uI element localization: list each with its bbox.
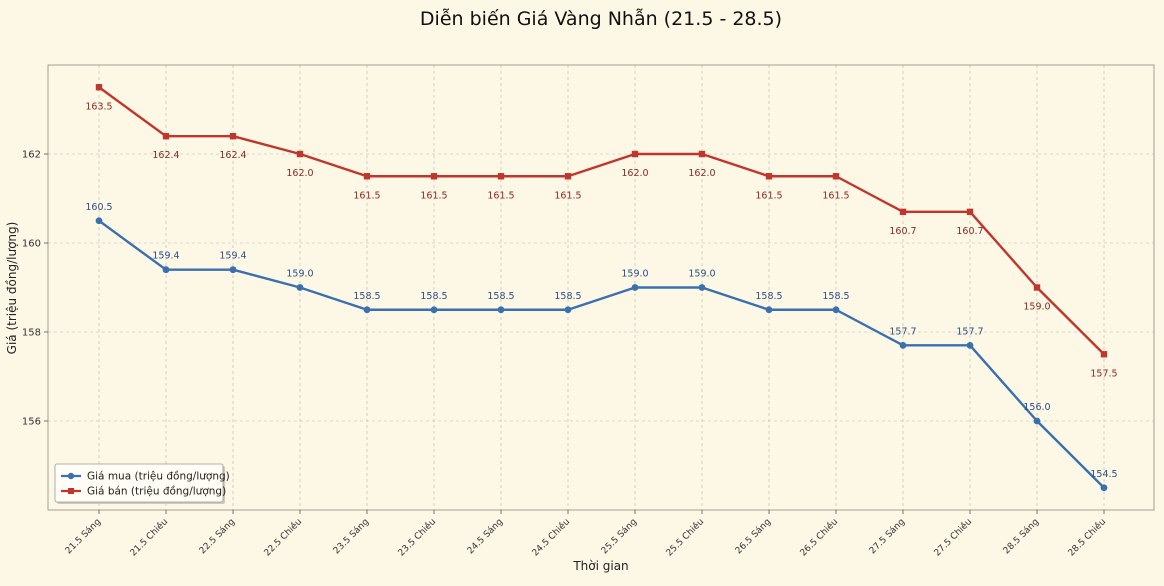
data-point-buy — [296, 284, 304, 291]
data-labels: 160.5 159.4 159.4 159.0 158.5 158.5 158.5 158.5… — [85, 101, 1117, 480]
data-point-buy — [765, 306, 773, 314]
y-tick-label: 156 — [22, 417, 41, 428]
data-point-sell — [229, 133, 237, 140]
data-point-buy — [631, 284, 639, 291]
data-point-sell — [631, 150, 639, 158]
data-point-buy — [95, 217, 103, 225]
data-point-sell — [899, 208, 907, 216]
y-axis-label: Giá (triệu đồng/lượng) — [5, 222, 19, 355]
legend-label-buy: Giá mua (triệu đồng/lượng) — [87, 471, 230, 483]
data-label-sell: 160.7 — [889, 226, 916, 237]
data-label-buy: 158.5 — [755, 291, 782, 302]
data-point-buy — [1033, 417, 1041, 425]
data-point-buy — [832, 306, 840, 314]
data-label-sell: 161.5 — [487, 190, 514, 201]
data-label-buy: 159.0 — [688, 269, 715, 280]
data-label-sell: 162.0 — [688, 168, 715, 179]
legend-marker-sell — [68, 488, 74, 494]
data-label-buy: 156.0 — [1023, 402, 1050, 413]
series-line-buy — [98, 219, 1105, 489]
legend-marker-buy — [67, 472, 75, 480]
plot-frame — [47, 64, 1155, 511]
data-label-sell: 162.4 — [152, 150, 179, 161]
y-tick-label: 158 — [22, 328, 41, 339]
data-point-sell — [698, 150, 706, 158]
data-label-buy: 159.4 — [219, 251, 246, 262]
data-label-sell: 162.0 — [286, 168, 313, 179]
data-point-sell — [1033, 284, 1041, 291]
data-label-sell: 157.5 — [1090, 368, 1117, 379]
series-layer — [95, 84, 1108, 492]
y-tick-label: 160 — [22, 239, 41, 250]
data-point-buy — [430, 306, 438, 314]
data-label-buy: 158.5 — [487, 291, 514, 302]
data-point-sell — [95, 84, 103, 91]
data-label-buy: 159.0 — [286, 269, 313, 280]
data-label-sell: 162.4 — [219, 150, 246, 161]
data-point-sell — [564, 173, 572, 180]
data-label-sell: 161.5 — [554, 190, 581, 201]
series-line-sell — [98, 86, 1105, 356]
data-label-buy: 158.5 — [420, 291, 447, 302]
data-point-sell — [363, 173, 371, 180]
data-point-sell — [1100, 351, 1108, 358]
data-label-buy: 158.5 — [554, 291, 581, 302]
data-point-buy — [966, 341, 974, 349]
data-point-buy — [1100, 484, 1108, 492]
data-label-buy: 157.7 — [956, 326, 983, 337]
data-label-sell: 161.5 — [420, 190, 447, 201]
data-label-sell: 161.5 — [353, 190, 380, 201]
data-point-sell — [296, 150, 304, 158]
data-label-buy: 157.7 — [889, 326, 916, 337]
data-label-sell: 161.5 — [822, 190, 849, 201]
data-label-sell: 159.0 — [1023, 302, 1050, 313]
data-label-sell: 161.5 — [755, 190, 782, 201]
legend-label-sell: Giá bán (triệu đồng/lượng) — [87, 486, 226, 498]
data-point-sell — [966, 208, 974, 216]
data-point-buy — [162, 266, 170, 274]
y-tick-label: 162 — [22, 150, 41, 161]
data-label-buy: 158.5 — [353, 291, 380, 302]
data-point-buy — [229, 266, 237, 274]
data-label-sell: 160.7 — [956, 226, 983, 237]
legend: Giá mua (triệu đồng/lượng) Giá bán (triệu… — [54, 463, 230, 504]
x-axis-label: Thời gian — [572, 559, 628, 573]
data-label-buy: 158.5 — [822, 291, 849, 302]
data-label-buy: 159.0 — [621, 269, 648, 280]
data-point-buy — [497, 306, 505, 314]
data-point-sell — [765, 173, 773, 180]
data-point-buy — [698, 284, 706, 291]
chart-title: Diễn biến Giá Vàng Nhẫn (21.5 - 28.5) — [420, 7, 782, 30]
data-label-sell: 162.0 — [621, 168, 648, 179]
data-point-sell — [832, 173, 840, 180]
data-point-sell — [497, 173, 505, 180]
data-point-sell — [162, 133, 170, 140]
data-label-buy: 159.4 — [152, 251, 179, 262]
data-label-sell: 163.5 — [85, 101, 112, 112]
data-point-buy — [363, 306, 371, 314]
data-label-buy: 154.5 — [1090, 469, 1117, 480]
data-point-buy — [899, 341, 907, 349]
data-point-buy — [564, 306, 572, 314]
data-label-buy: 160.5 — [85, 202, 112, 213]
legend-box — [54, 463, 224, 503]
data-point-sell — [430, 173, 438, 180]
